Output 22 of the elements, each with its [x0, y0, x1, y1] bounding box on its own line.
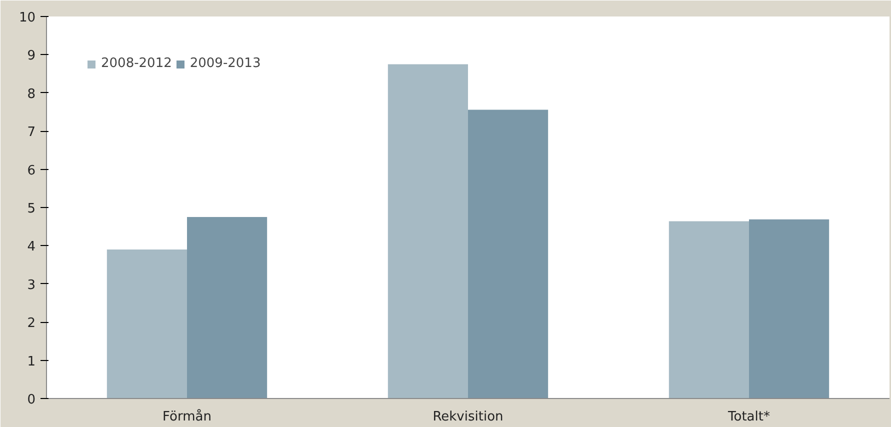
x-tick-label: Totalt* [727, 410, 770, 424]
bar [187, 217, 268, 398]
x-tick-label: Rekvisition [432, 410, 504, 424]
x-tick-label: Förmån [162, 408, 212, 424]
y-tick-label: 3 [27, 278, 36, 293]
bar [749, 219, 830, 398]
y-tick-label: 0 [27, 392, 36, 408]
y-tick-label: 9 [27, 48, 36, 64]
y-tick-label: 6 [27, 163, 36, 178]
y-tick-label: 4 [27, 240, 36, 255]
bar [106, 250, 187, 398]
bar [468, 110, 548, 398]
y-tick-label: 2 [27, 316, 36, 332]
y-tick-label: 8 [27, 86, 36, 102]
y-tick-label: 10 [18, 10, 36, 26]
y-tick-label: 1 [27, 354, 36, 370]
y-tick-label: 5 [27, 202, 36, 216]
bar [388, 64, 468, 398]
bar [668, 221, 749, 398]
y-tick-label: 7 [27, 125, 36, 140]
legend-label: 2008-2012 [101, 56, 172, 71]
legend-label: 2009-2013 [190, 56, 261, 71]
